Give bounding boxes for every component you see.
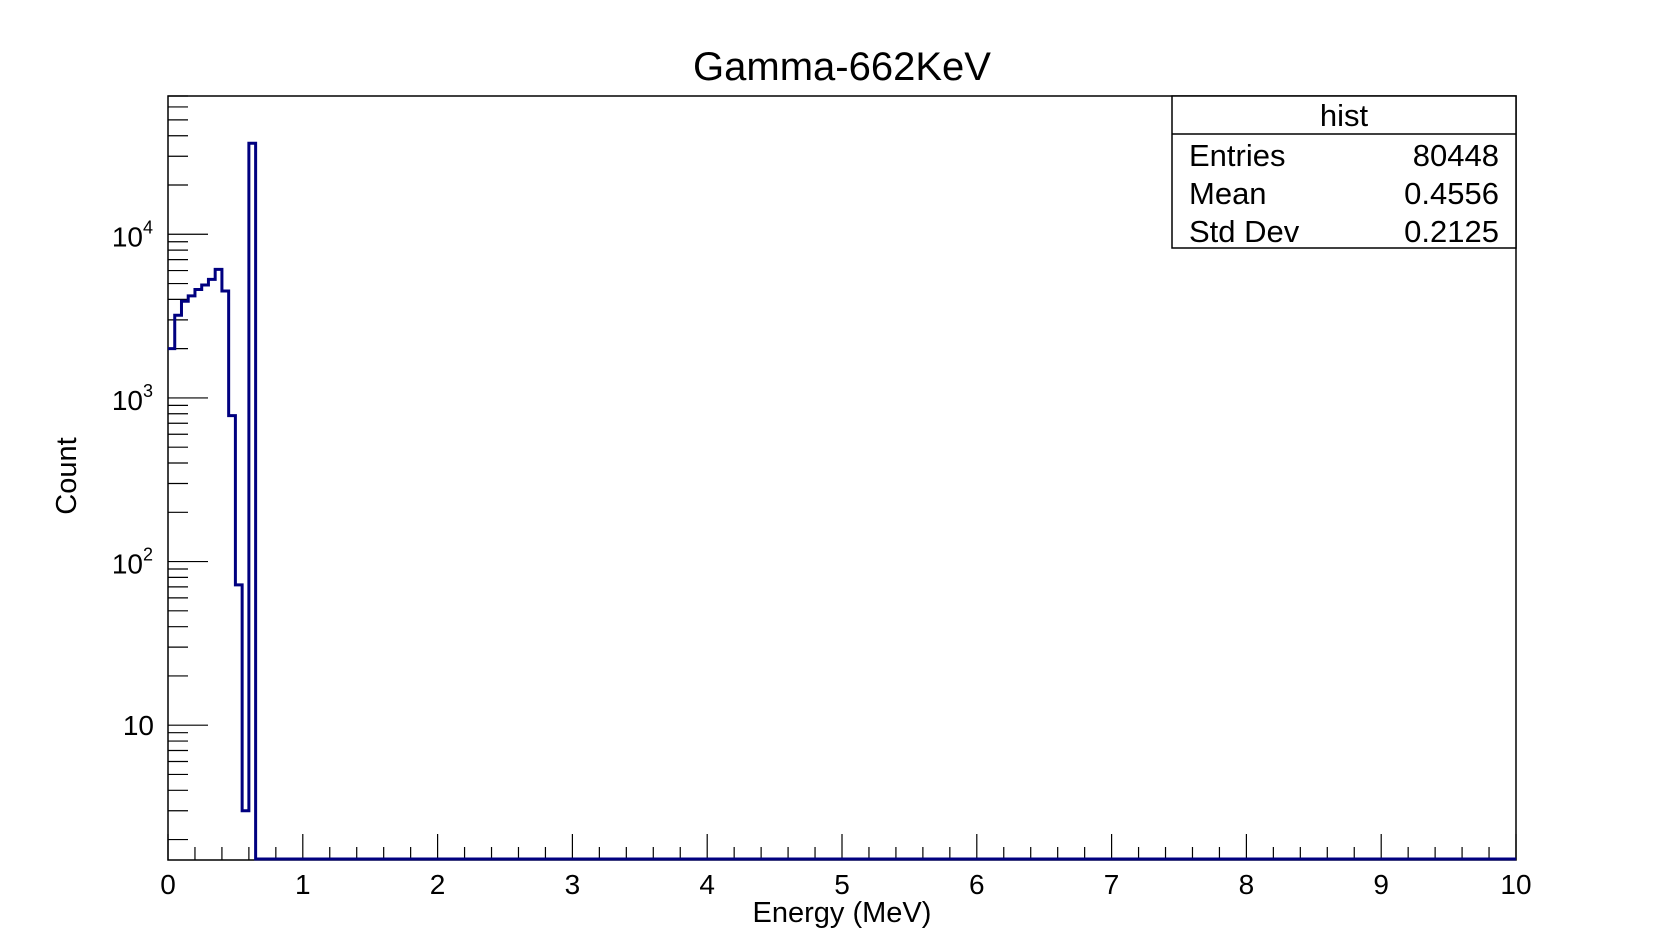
stats-row-value: 80448 (1413, 138, 1499, 173)
chart-title: Gamma-662KeV (693, 45, 991, 89)
histogram-bin (215, 269, 222, 860)
y-tick-label: 104 (112, 217, 153, 252)
x-tick-label: 2 (430, 869, 446, 900)
y-tick-label: 102 (112, 545, 153, 580)
x-tick-label: 1 (295, 869, 311, 900)
stats-box: hist Entries 80448 Mean 0.4556 Std Dev 0.2125 (1171, 95, 1517, 249)
stats-row-label: Std Dev (1189, 214, 1300, 249)
x-tick-label: 4 (699, 869, 715, 900)
x-axis-label: Energy (MeV) (753, 897, 932, 929)
y-axis-label: Count (51, 437, 83, 514)
histogram-series (168, 141, 1516, 861)
x-tick-label: 3 (565, 869, 581, 900)
stats-row-value: 0.4556 (1404, 176, 1499, 211)
histogram-bin (168, 349, 175, 860)
histogram-line (168, 141, 1516, 861)
histogram-bin (175, 315, 182, 860)
y-tick-label: 103 (112, 381, 153, 416)
y-tick-label: 10 (123, 710, 154, 741)
x-tick-label: 8 (1239, 869, 1255, 900)
x-tick-label: 7 (1104, 869, 1120, 900)
stats-row-label: Entries (1189, 138, 1285, 173)
x-axis: 0 1 2 3 4 5 6 7 8 9 10 (160, 834, 1532, 900)
stats-row-value: 0.2125 (1404, 214, 1499, 249)
x-tick-label: 5 (834, 869, 850, 900)
histogram-bin (195, 289, 202, 860)
x-tick-label: 10 (1500, 869, 1531, 900)
x-tick-label: 6 (969, 869, 985, 900)
histogram-bin (181, 301, 188, 860)
stats-box-frame (1171, 95, 1517, 249)
histogram-bin (188, 296, 195, 860)
x-tick-label: 0 (160, 869, 176, 900)
x-tick-label: 9 (1373, 869, 1389, 900)
histogram-bin (242, 811, 249, 860)
stats-row-label: Mean (1189, 176, 1267, 211)
stats-box-title: hist (1320, 98, 1369, 133)
y-axis: 10 102 103 104 (112, 95, 208, 841)
histogram-bin (202, 285, 209, 860)
histogram-bin (208, 279, 215, 860)
